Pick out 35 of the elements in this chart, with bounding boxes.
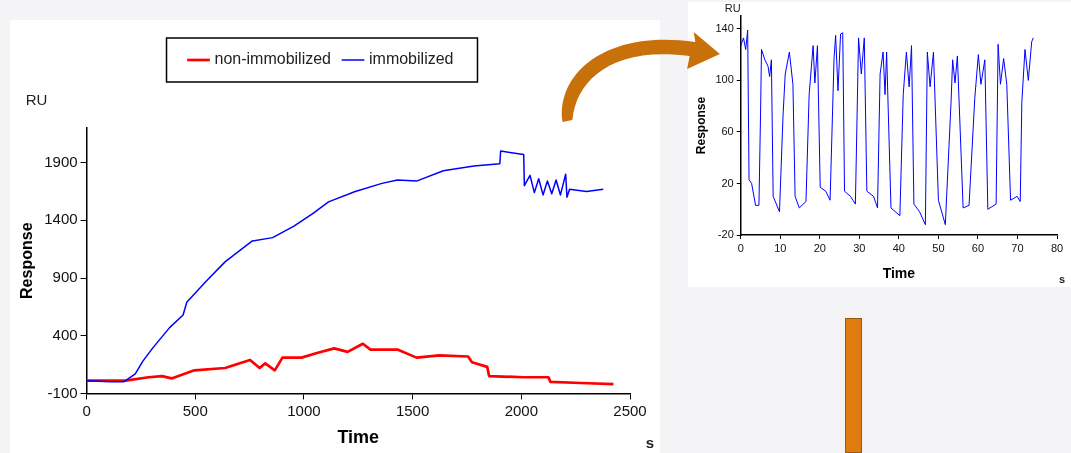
- text: RU: [25, 90, 48, 108]
- x-tick-label: 500: [182, 401, 208, 419]
- y-tick-label: -20: [717, 228, 734, 241]
- y-tick-label: 20: [721, 176, 734, 189]
- legend-label: non-immobilized: [214, 50, 332, 68]
- y-axis-title: Response: [693, 96, 708, 155]
- x-tick-label: 2000: [504, 401, 538, 419]
- y-tick-label: 100: [715, 73, 734, 86]
- x-axis-title: Time: [882, 265, 916, 282]
- y-tick-label: 60: [721, 124, 734, 137]
- x-tick-label: 50: [932, 241, 945, 254]
- x-tick-label: 60: [971, 241, 985, 254]
- text: RU: [724, 1, 741, 14]
- y-tick-label: 140: [715, 21, 734, 34]
- y-tick-label: 1900: [44, 152, 78, 170]
- y-tick-label: 1400: [44, 210, 78, 228]
- x-tick-label: 30: [853, 241, 866, 254]
- text: s: [645, 433, 654, 451]
- x-tick-label: 0: [82, 401, 91, 419]
- x-tick-label: 20: [813, 241, 826, 254]
- y-tick-label: 400: [52, 325, 78, 343]
- x-tick-label: 10: [774, 241, 787, 254]
- legend-label: immobilized: [369, 50, 454, 68]
- x-tick-label: 1500: [395, 401, 430, 419]
- x-axis-title: Time: [337, 427, 380, 448]
- y-tick-label: 900: [52, 268, 78, 286]
- x-tick-label: 1000: [287, 401, 321, 419]
- x-tick-label: 70: [1011, 241, 1024, 254]
- y-tick-label: -100: [47, 383, 78, 401]
- x-tick-label: 40: [892, 241, 905, 254]
- x-tick-label: 0: [737, 241, 744, 254]
- y-axis-title: Response: [18, 222, 36, 299]
- text: s: [1058, 272, 1065, 285]
- x-tick-label: 80: [1050, 241, 1064, 254]
- x-tick-label: 2500: [613, 401, 647, 419]
